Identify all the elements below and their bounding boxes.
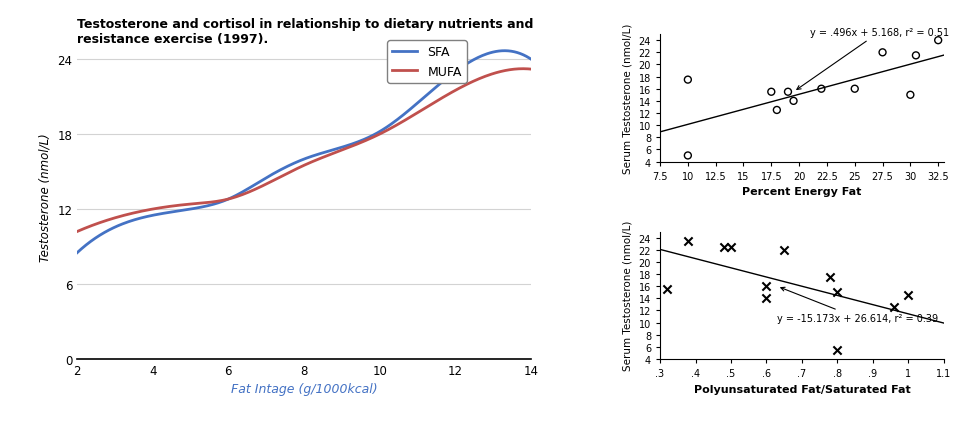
Point <box>716 244 732 251</box>
MUFA <box>454 86 465 92</box>
Point <box>814 86 829 93</box>
Point <box>769 107 785 114</box>
Point <box>908 53 924 60</box>
Point <box>902 92 918 99</box>
X-axis label: Polyunsaturated Fat/Saturated Fat: Polyunsaturated Fat/Saturated Fat <box>693 384 910 394</box>
MUFA <box>482 73 494 78</box>
Point <box>847 86 863 93</box>
MUFA <box>71 230 83 235</box>
Point <box>786 98 801 105</box>
MUFA <box>517 67 529 72</box>
MUFA <box>340 147 351 152</box>
Line: SFA: SFA <box>77 52 531 253</box>
Point <box>764 89 779 96</box>
Text: y = -15.173x + 26.614, r² = 0.39: y = -15.173x + 26.614, r² = 0.39 <box>777 288 938 323</box>
Y-axis label: Serum Testosterone (nmol/L): Serum Testosterone (nmol/L) <box>623 221 633 371</box>
Point <box>886 304 901 311</box>
Point <box>830 346 846 353</box>
Point <box>759 283 774 290</box>
SFA <box>73 249 85 254</box>
Point <box>900 292 916 299</box>
MUFA <box>525 67 536 73</box>
Line: MUFA: MUFA <box>77 70 531 232</box>
SFA <box>349 141 360 146</box>
Point <box>830 289 846 296</box>
Point <box>776 247 792 254</box>
Point <box>759 295 774 302</box>
MUFA <box>73 229 85 234</box>
Legend: SFA, MUFA: SFA, MUFA <box>387 41 467 83</box>
Point <box>930 38 946 45</box>
SFA <box>482 52 494 57</box>
Text: Testosterone and cortisol in relationship to dietary nutrients and
resistance ex: Testosterone and cortisol in relationshi… <box>77 18 534 46</box>
Point <box>723 244 739 251</box>
Point <box>780 89 795 96</box>
SFA <box>342 144 353 149</box>
Text: y = .496x + 5.168, r² = 0.51: y = .496x + 5.168, r² = 0.51 <box>796 28 950 90</box>
Y-axis label: Serum Testosterone (nmol/L): Serum Testosterone (nmol/L) <box>623 24 633 173</box>
SFA <box>71 251 83 256</box>
Point <box>681 238 696 245</box>
SFA <box>500 49 511 54</box>
Point <box>874 49 890 57</box>
Point <box>680 152 695 159</box>
Point <box>822 274 838 281</box>
Point <box>680 77 695 84</box>
Y-axis label: Testosterone (nmol/L): Testosterone (nmol/L) <box>39 133 52 261</box>
MUFA <box>342 146 353 151</box>
Point <box>660 286 675 293</box>
X-axis label: Fat Intage (g/1000kcal): Fat Intage (g/1000kcal) <box>231 382 377 396</box>
MUFA <box>349 143 360 148</box>
SFA <box>454 67 465 72</box>
X-axis label: Percent Energy Fat: Percent Energy Fat <box>742 187 862 197</box>
SFA <box>525 57 536 63</box>
SFA <box>340 144 351 149</box>
